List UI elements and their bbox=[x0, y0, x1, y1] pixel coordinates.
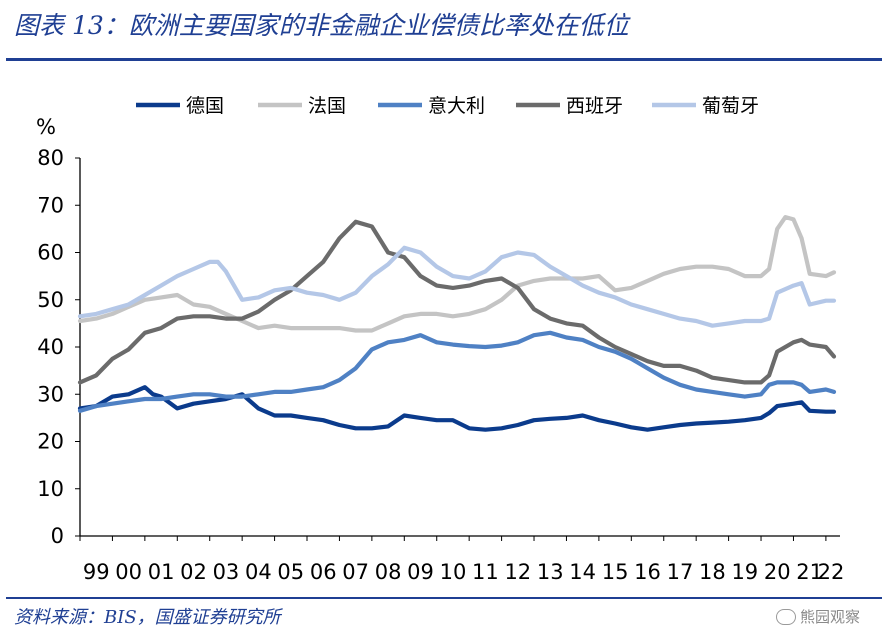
x-tick-label: 00 bbox=[115, 560, 142, 584]
legend-label-0: 德国 bbox=[186, 95, 224, 117]
x-tick-label: 15 bbox=[602, 560, 629, 584]
series-line-3 bbox=[77, 219, 837, 385]
y-tick-label: 10 bbox=[37, 477, 64, 501]
x-tick-label: 11 bbox=[472, 560, 499, 584]
x-tick-label: 13 bbox=[537, 560, 564, 584]
x-tick-label: 19 bbox=[731, 560, 758, 584]
legend-label-1: 法国 bbox=[308, 95, 346, 117]
series-line-1 bbox=[77, 215, 837, 333]
y-tick-label: 50 bbox=[37, 288, 64, 312]
chart-title: 图表 13：欧洲主要国家的非金融企业偿债比率处在低位 bbox=[14, 11, 629, 40]
y-tick-label: 60 bbox=[37, 241, 64, 265]
x-tick-label: 01 bbox=[148, 560, 175, 584]
x-tick-label: 04 bbox=[245, 560, 272, 584]
x-tick-label: 03 bbox=[213, 560, 240, 584]
x-tick-label: 02 bbox=[180, 560, 207, 584]
x-tick-label: 22 bbox=[818, 560, 845, 584]
x-tick-label: 16 bbox=[634, 560, 661, 584]
x-tick-label: 18 bbox=[699, 560, 726, 584]
y-tick-label: 20 bbox=[37, 430, 64, 454]
x-tick-label: 09 bbox=[407, 560, 434, 584]
x-tick-label: 12 bbox=[504, 560, 531, 584]
wechat-icon bbox=[775, 608, 796, 625]
x-tick-label: 20 bbox=[764, 560, 791, 584]
x-tick-label: 14 bbox=[569, 560, 596, 584]
series-line-4 bbox=[77, 245, 837, 328]
x-tick-label: 06 bbox=[310, 560, 337, 584]
y-tick-label: 70 bbox=[37, 193, 64, 217]
y-tick-label: 80 bbox=[37, 146, 64, 170]
legend-label-4: 葡萄牙 bbox=[702, 95, 759, 117]
y-tick-label: 30 bbox=[37, 382, 64, 406]
x-tick-label: 17 bbox=[667, 560, 694, 584]
title-rule bbox=[6, 58, 882, 61]
x-tick-label: 08 bbox=[375, 560, 402, 584]
source-note: 资料来源：BIS，国盛证券研究所 bbox=[14, 607, 281, 628]
watermark-text: 熊园观察 bbox=[799, 608, 860, 626]
series-line-0 bbox=[77, 385, 837, 432]
x-tick-label: 05 bbox=[277, 560, 304, 584]
x-tick-label: 21 bbox=[796, 560, 823, 584]
x-tick-label: 99 bbox=[83, 560, 110, 584]
legend-label-2: 意大利 bbox=[428, 95, 485, 117]
source-rule bbox=[6, 597, 882, 599]
legend-label-3: 西班牙 bbox=[566, 95, 623, 117]
series-line-2 bbox=[77, 330, 837, 413]
x-tick-label: 07 bbox=[342, 560, 369, 584]
watermark: 熊园观察 bbox=[775, 606, 860, 627]
y-tick-label: 0 bbox=[51, 524, 64, 548]
y-tick-label: 40 bbox=[37, 335, 64, 359]
y-axis-unit: % bbox=[36, 115, 56, 139]
x-tick-label: 10 bbox=[440, 560, 467, 584]
